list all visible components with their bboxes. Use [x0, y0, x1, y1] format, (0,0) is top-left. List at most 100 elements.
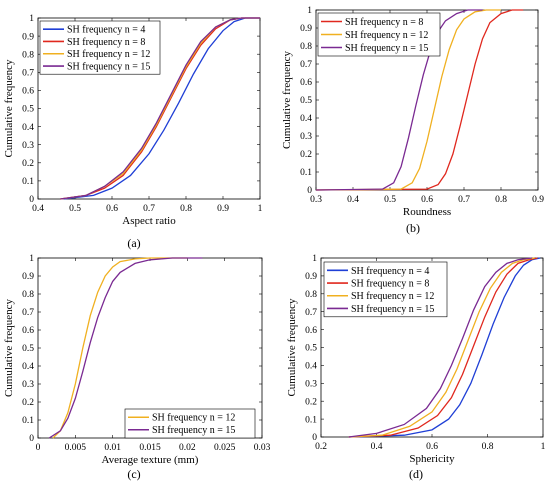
panel-c: 0 0.005 0.01 0.015 0.02 0.025 0.03 0 0.1 0.2 0.3 0.…	[3, 254, 271, 481]
legend-entry: SH frequency n = 12	[152, 413, 235, 424]
x-tick-label: 0.015	[139, 443, 161, 453]
y-tick-label: 0.4	[22, 362, 34, 372]
y-axis-label: Cumulative frequency	[286, 298, 298, 397]
y-tick-label: 0.2	[22, 398, 34, 408]
panel-label: (c)	[127, 467, 140, 481]
y-tick-label: 1	[29, 14, 34, 24]
legend-entry: SH frequency n = 12	[351, 291, 434, 302]
y-axis-label: Cumulative frequency	[3, 59, 15, 158]
y-tick-label: 1	[312, 254, 317, 264]
y-tick-label: 0.3	[22, 141, 34, 151]
x-tick-label: 0.5	[69, 204, 81, 214]
legend-entry: SH frequency n = 8	[345, 17, 423, 28]
y-axis-label: Cumulative frequency	[281, 50, 293, 149]
y-tick-label: 0.5	[22, 105, 34, 115]
y-tick-label: 0.8	[300, 42, 312, 52]
y-tick-label: 0	[29, 434, 34, 444]
x-tick-label: 0.025	[214, 443, 236, 453]
legend-entry: SH frequency n = 15	[67, 61, 150, 72]
legend-entry: SH frequency n = 8	[67, 37, 145, 48]
x-tick-label: 0.6	[106, 204, 118, 214]
y-tick-label: 0.1	[305, 415, 317, 425]
x-tick-label: 0.8	[482, 442, 494, 452]
x-tick-label: 0	[36, 443, 41, 453]
legend-entry: SH frequency n = 15	[351, 304, 434, 315]
x-tick-label: 0.4	[32, 204, 44, 214]
y-tick-label: 0.7	[22, 308, 34, 318]
x-tick-label: 0.3	[310, 195, 322, 205]
series-line-sh-frequency-n-15	[48, 257, 203, 439]
y-tick-label: 0	[29, 195, 34, 205]
y-tick-label: 0.7	[300, 60, 312, 70]
y-tick-label: 0.7	[22, 69, 34, 79]
x-tick-label: 0.7	[143, 204, 155, 214]
y-tick-label: 0.9	[22, 32, 34, 42]
x-tick-label: 0.4	[371, 442, 383, 452]
x-axis-label: Roundness	[403, 206, 451, 218]
y-tick-label: 0.4	[300, 114, 312, 124]
x-tick-label: 0.9	[217, 204, 229, 214]
y-tick-label: 1	[29, 254, 34, 264]
legend-entry: SH frequency n = 15	[152, 425, 235, 436]
x-tick-label: 0.6	[426, 442, 438, 452]
y-tick-label: 0.6	[300, 78, 312, 88]
y-tick-label: 0.8	[22, 290, 34, 300]
series-line-sh-frequency-n-8	[348, 257, 538, 438]
series-line-sh-frequency-n-15	[60, 17, 260, 200]
x-tick-label: 0.01	[104, 443, 121, 453]
y-tick-label: 0.1	[22, 177, 34, 187]
series-line-sh-frequency-n-12	[315, 9, 501, 191]
series-line-sh-frequency-n-12	[52, 257, 188, 439]
x-tick-label: 0.6	[421, 195, 433, 205]
y-tick-label: 0.2	[22, 159, 34, 169]
panel-a: 0.4 0.5 0.6 0.7 0.8 0.9 1 0 0.1 0.2 0.3 0.4 0.5 0.6 0.…	[3, 14, 263, 250]
y-tick-label: 0.9	[300, 24, 312, 34]
y-axis-label: Cumulative frequency	[3, 298, 15, 397]
panel-label: (a)	[127, 236, 140, 250]
legend-entry: SH frequency n = 4	[67, 25, 145, 36]
y-tick-label: 0.5	[300, 96, 312, 106]
y-tick-label: 0.3	[300, 132, 312, 142]
y-tick-label: 0.6	[22, 87, 34, 97]
y-tick-label: 0.1	[300, 168, 312, 178]
y-tick-label: 0	[307, 186, 312, 196]
y-tick-label: 1	[307, 6, 312, 16]
x-axis-label: Average texture (mm)	[102, 454, 199, 466]
x-tick-label: 0.5	[384, 195, 396, 205]
y-tick-label: 0	[312, 433, 317, 443]
y-tick-label: 0.7	[305, 308, 317, 318]
x-tick-label: 0.2	[315, 442, 327, 452]
y-tick-label: 0.2	[300, 150, 312, 160]
y-tick-label: 0.4	[22, 123, 34, 133]
x-tick-label: 0.03	[254, 443, 271, 453]
y-tick-label: 0.5	[305, 344, 317, 354]
y-tick-label: 0.1	[22, 416, 34, 426]
x-tick-label: 0.02	[179, 443, 196, 453]
panel-label: (d)	[409, 467, 423, 481]
x-tick-label: 0.7	[458, 195, 470, 205]
y-tick-label: 0.6	[22, 326, 34, 336]
y-tick-label: 0.8	[22, 50, 34, 60]
legend-entry: SH frequency n = 15	[345, 43, 428, 54]
x-tick-label: 0.9	[532, 195, 544, 205]
legend-entry: SH frequency n = 8	[351, 278, 429, 289]
y-tick-label: 0.8	[305, 290, 317, 300]
series-line-sh-frequency-n-4	[348, 257, 541, 438]
panel-label: (b)	[406, 221, 420, 235]
y-tick-label: 0.2	[305, 397, 317, 407]
panel-b: 0.3 0.4 0.5 0.6 0.7 0.8 0.9 0 0.1 0.2 0.3 0.4 0.5 0.6…	[281, 6, 544, 235]
y-tick-label: 0.6	[305, 326, 317, 336]
panel-d: 0.2 0.4 0.6 0.8 1 0 0.1 0.2 0.3 0.4 0.5 0.6 0.7 0.8 0.…	[286, 254, 546, 481]
x-tick-label: 0.8	[180, 204, 192, 214]
x-tick-label: 1	[258, 204, 263, 214]
x-axis-label: Sphericity	[409, 453, 455, 465]
y-tick-label: 0.5	[22, 344, 34, 354]
x-axis-label: Aspect ratio	[122, 215, 176, 227]
y-tick-label: 0.4	[305, 362, 317, 372]
y-tick-label: 0.9	[22, 272, 34, 282]
series-line-sh-frequency-n-8	[315, 9, 524, 191]
legend-entry: SH frequency n = 12	[67, 49, 150, 60]
x-tick-label: 0.4	[347, 195, 359, 205]
x-tick-label: 0.005	[65, 443, 87, 453]
